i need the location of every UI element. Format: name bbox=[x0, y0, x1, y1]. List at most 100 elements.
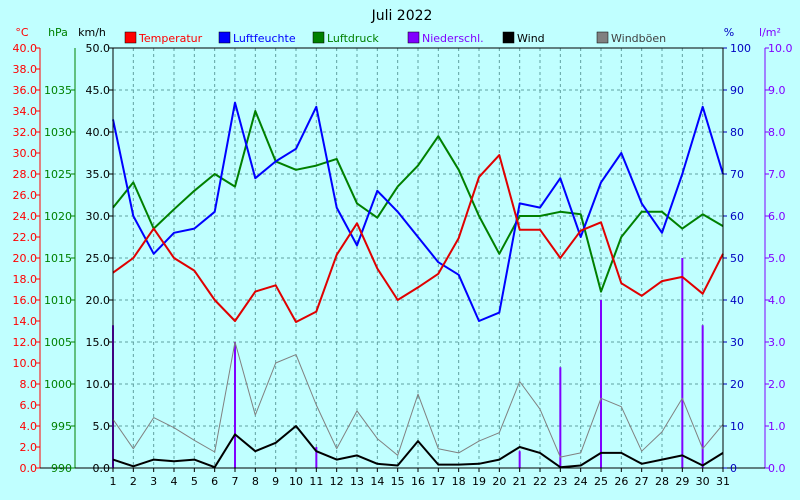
temp-tick-label: 12.0 bbox=[13, 336, 38, 349]
legend-swatch-windboeen bbox=[596, 31, 609, 44]
unit-temp: °C bbox=[15, 26, 29, 39]
wind-tick-label: 50.0 bbox=[86, 42, 111, 55]
wind-tick-label: 25.0 bbox=[86, 252, 111, 265]
x-tick-label: 10 bbox=[289, 475, 303, 488]
rain-tick-label: 2.0 bbox=[768, 378, 786, 391]
temp-tick-label: 8.0 bbox=[20, 378, 38, 391]
x-tick-label: 9 bbox=[272, 475, 279, 488]
x-tick-label: 11 bbox=[309, 475, 323, 488]
pressure-tick-label: 1010 bbox=[44, 294, 72, 307]
series-line-wind bbox=[112, 425, 724, 469]
x-tick-label: 17 bbox=[431, 475, 445, 488]
unit-wind: km/h bbox=[78, 26, 106, 39]
temp-tick-label: 16.0 bbox=[13, 294, 38, 307]
series-line-windboeen bbox=[112, 341, 724, 458]
unit-rain: l/m² bbox=[759, 26, 781, 39]
x-tick-label: 31 bbox=[716, 475, 730, 488]
series-line-luftfeuchte bbox=[112, 101, 724, 322]
temp-tick-label: 36.0 bbox=[13, 84, 38, 97]
pressure-tick-label: 990 bbox=[51, 462, 72, 475]
legend-swatch-wind bbox=[502, 31, 515, 44]
wind-tick-label: 35.0 bbox=[86, 168, 111, 181]
x-tick-label: 4 bbox=[171, 475, 178, 488]
x-tick-label: 26 bbox=[614, 475, 628, 488]
x-tick-label: 2 bbox=[130, 475, 137, 488]
humidity-tick-label: 0 bbox=[730, 462, 737, 475]
temp-tick-label: 4.0 bbox=[20, 420, 38, 433]
legend-label-luftdruck: Luftdruck bbox=[327, 32, 379, 45]
wind-tick-label: 30.0 bbox=[86, 210, 111, 223]
humidity-tick-label: 10 bbox=[730, 420, 744, 433]
x-tick-label: 14 bbox=[370, 475, 384, 488]
x-tick-label: 29 bbox=[675, 475, 689, 488]
x-tick-label: 16 bbox=[411, 475, 425, 488]
temp-tick-label: 30.0 bbox=[13, 147, 38, 160]
pressure-tick-label: 1035 bbox=[44, 84, 72, 97]
chart-title: Juli 2022 bbox=[371, 8, 433, 24]
pressure-tick-label: 1005 bbox=[44, 336, 72, 349]
humidity-tick-label: 80 bbox=[730, 126, 744, 139]
legend-label-temperatur: Temperatur bbox=[138, 32, 203, 45]
wind-tick-label: 40.0 bbox=[86, 126, 111, 139]
pressure-tick-label: 995 bbox=[51, 420, 72, 433]
wind-tick-label: 15.0 bbox=[86, 336, 111, 349]
rain-tick-label: 10.0 bbox=[768, 42, 793, 55]
axis-units: °C hPa km/h % l/m² bbox=[15, 26, 781, 39]
humidity-tick-label: 30 bbox=[730, 336, 744, 349]
x-tick-label: 22 bbox=[533, 475, 547, 488]
x-tick-label: 30 bbox=[696, 475, 710, 488]
x-tick-label: 27 bbox=[635, 475, 649, 488]
wind-tick-label: 45.0 bbox=[86, 84, 111, 97]
x-tick-label: 25 bbox=[594, 475, 608, 488]
x-tick-label: 28 bbox=[655, 475, 669, 488]
x-tick-label: 12 bbox=[330, 475, 344, 488]
humidity-tick-label: 20 bbox=[730, 378, 744, 391]
temp-tick-label: 2.0 bbox=[20, 441, 38, 454]
series-line-temperatur bbox=[112, 154, 724, 323]
x-tick-label: 19 bbox=[472, 475, 486, 488]
temp-tick-label: 32.0 bbox=[13, 126, 38, 139]
unit-pressure: hPa bbox=[48, 26, 68, 39]
plot-frame bbox=[112, 47, 724, 469]
rain-tick-label: 3.0 bbox=[768, 336, 786, 349]
temp-tick-label: 18.0 bbox=[13, 273, 38, 286]
unit-humidity: % bbox=[724, 26, 734, 39]
x-tick-label: 15 bbox=[391, 475, 405, 488]
legend: Temperatur Luftfeuchte Luftdruck Niederschl… bbox=[124, 31, 666, 45]
x-tick-label: 5 bbox=[191, 475, 198, 488]
x-tick-label: 23 bbox=[553, 475, 567, 488]
pressure-tick-label: 1020 bbox=[44, 210, 72, 223]
pressure-tick-label: 1025 bbox=[44, 168, 72, 181]
x-tick-label: 3 bbox=[150, 475, 157, 488]
rain-tick-label: 0.0 bbox=[768, 462, 786, 475]
temp-tick-label: 0.0 bbox=[20, 462, 38, 475]
legend-label-wind: Wind bbox=[517, 32, 545, 45]
humidity-tick-label: 100 bbox=[730, 42, 751, 55]
rain-tick-label: 1.0 bbox=[768, 420, 786, 433]
x-tick-label: 18 bbox=[452, 475, 466, 488]
x-tick-label: 24 bbox=[574, 475, 588, 488]
temp-tick-label: 22.0 bbox=[13, 231, 38, 244]
temp-tick-label: 6.0 bbox=[20, 399, 38, 412]
x-tick-label: 21 bbox=[513, 475, 527, 488]
legend-swatch-niederschl bbox=[407, 31, 420, 44]
x-tick-label: 13 bbox=[350, 475, 364, 488]
legend-swatch-temperatur bbox=[124, 31, 137, 44]
x-tick-label: 8 bbox=[252, 475, 259, 488]
rain-tick-label: 7.0 bbox=[768, 168, 786, 181]
wind-tick-label: 10.0 bbox=[86, 378, 111, 391]
legend-label-luftfeuchte: Luftfeuchte bbox=[233, 32, 296, 45]
temp-tick-label: 40.0 bbox=[13, 42, 38, 55]
temp-tick-label: 20.0 bbox=[13, 252, 38, 265]
temp-tick-label: 14.0 bbox=[13, 315, 38, 328]
humidity-tick-label: 90 bbox=[730, 84, 744, 97]
temp-tick-label: 24.0 bbox=[13, 210, 38, 223]
x-tick-label: 1 bbox=[110, 475, 117, 488]
series-lines bbox=[112, 101, 724, 469]
humidity-tick-label: 70 bbox=[730, 168, 744, 181]
x-tick-label: 6 bbox=[211, 475, 218, 488]
rain-tick-label: 9.0 bbox=[768, 84, 786, 97]
wind-tick-label: 20.0 bbox=[86, 294, 111, 307]
humidity-tick-label: 60 bbox=[730, 210, 744, 223]
